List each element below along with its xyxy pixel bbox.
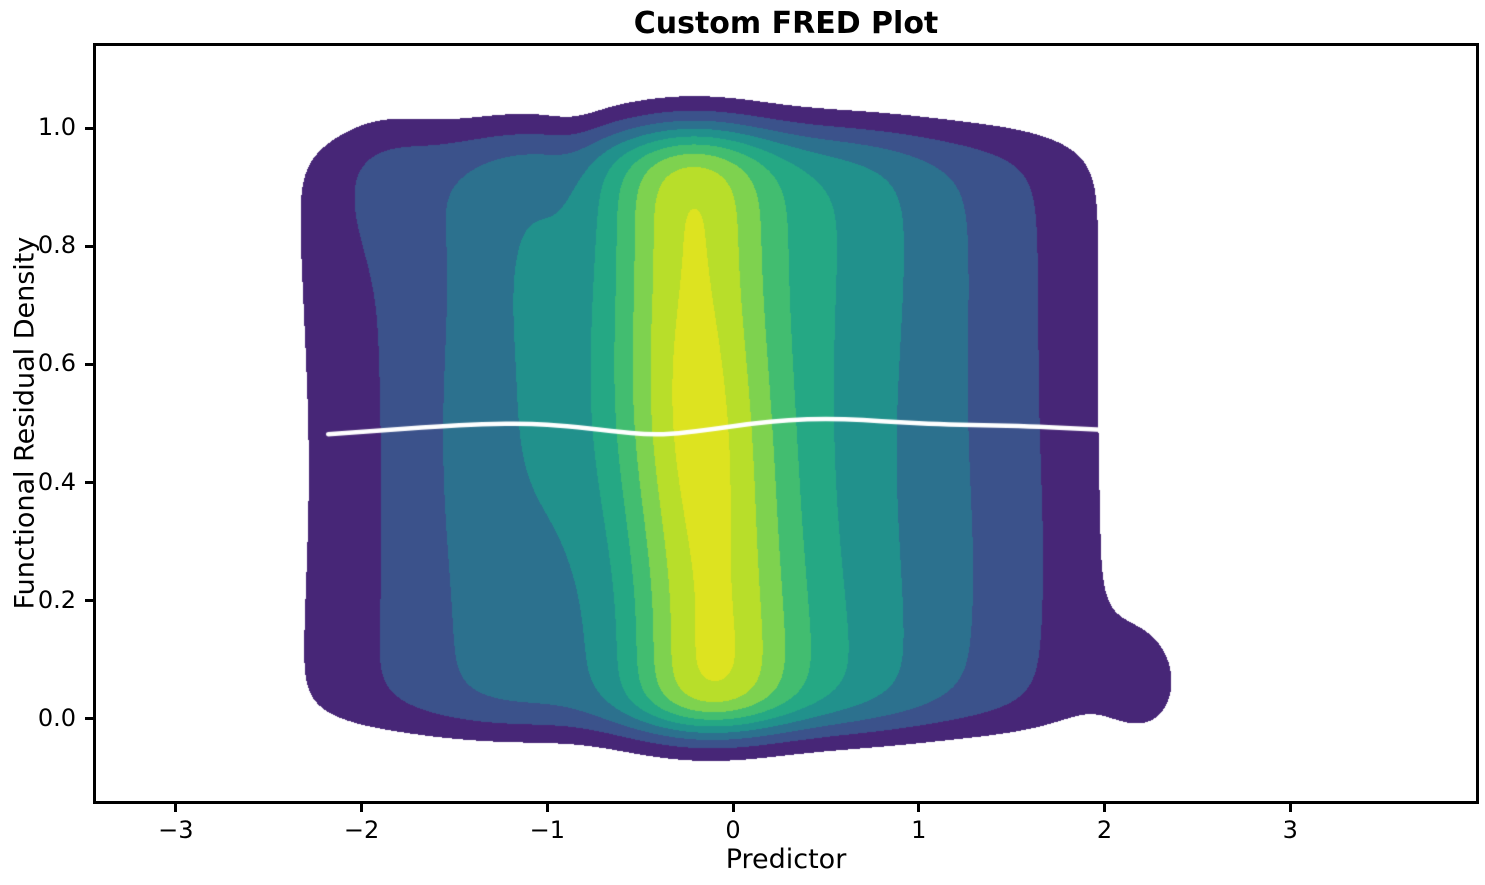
y-axis-label: Functional Residual Density [9,236,41,610]
y-tick-label: 1.0 [37,113,76,142]
y-tick-label: 0.0 [37,703,76,732]
x-tick-label: 0 [725,816,741,844]
x-tick-mark [174,804,178,812]
x-axis-label: Predictor [725,844,847,875]
x-tick-mark [731,804,735,812]
x-tick-mark [545,804,549,812]
x-tick-mark [1103,804,1107,812]
y-tick-mark [85,481,93,485]
x-tick-mark [917,804,921,812]
x-tick-label: 2 [1096,816,1113,844]
x-tick-label: −3 [158,816,194,844]
x-tick-label: 1 [911,816,927,844]
y-tick-label: 0.8 [37,231,76,260]
y-tick-mark [85,599,93,603]
x-tick-label: −1 [529,816,566,844]
chart-title: Custom FRED Plot [633,6,939,41]
y-tick-mark [85,362,93,366]
y-tick-label: 0.4 [37,467,76,496]
x-tick-label: −2 [343,816,380,844]
y-tick-mark [85,244,93,248]
x-tick-label: 3 [1282,816,1298,844]
x-tick-mark [360,804,364,812]
contour-plot-canvas [96,46,1476,801]
y-tick-label: 0.6 [37,349,76,378]
y-tick-label: 0.2 [37,585,76,614]
y-tick-mark [85,126,93,130]
x-tick-mark [1288,804,1292,812]
y-tick-mark [85,717,93,721]
